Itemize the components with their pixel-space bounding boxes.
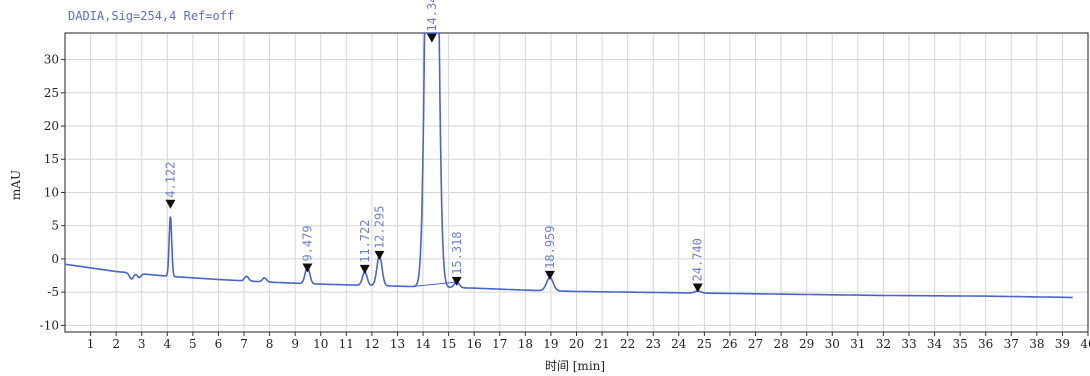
x-tick-label: 20 — [569, 337, 584, 351]
x-tick-label: 13 — [390, 337, 405, 351]
x-tick-label: 24 — [671, 337, 687, 351]
grid — [65, 33, 1089, 332]
peak-marker — [426, 33, 437, 43]
x-tick-label: 1 — [87, 337, 95, 351]
peak-marker — [165, 199, 176, 209]
y-tick-label: 0 — [51, 252, 59, 266]
x-tick-label: 11 — [339, 337, 354, 351]
x-tick-label: 22 — [620, 337, 635, 351]
y-tick-label: 30 — [44, 53, 59, 67]
x-tick-label: 18 — [518, 337, 533, 351]
x-tick-label: 38 — [1029, 337, 1044, 351]
axes: 1 2 3 4 5 6 7 8 9 10 11 12 13 14 15 16 17 18 19 20 21 22 23 24 2… — [40, 32, 1090, 351]
peak-marker — [544, 270, 555, 280]
y-tick-label: 10 — [44, 185, 59, 199]
y-axis-label: mAU — [9, 170, 23, 200]
peak-marker — [374, 250, 385, 260]
x-tick-label: 34 — [927, 337, 943, 351]
x-tick-label: 19 — [543, 337, 558, 351]
x-axis-label: 时间 [min] — [545, 359, 605, 373]
peak-label: 14.345 — [425, 0, 439, 32]
x-tick-label: 21 — [594, 337, 609, 351]
peak-marker — [359, 264, 370, 274]
x-tick-label: 26 — [722, 337, 737, 351]
x-tick-label: 7 — [240, 337, 248, 351]
x-tick-label: 27 — [748, 337, 763, 351]
y-tick-label: -10 — [40, 318, 59, 332]
x-tick-label: 25 — [697, 337, 712, 351]
peak-label: 24.740 — [691, 238, 705, 281]
x-tick-label: 33 — [901, 337, 916, 351]
peak-marker — [451, 276, 462, 286]
x-tick-label: 23 — [646, 337, 661, 351]
x-tick-label: 31 — [850, 337, 865, 351]
x-tick-label: 28 — [773, 337, 788, 351]
x-tick-label: 4 — [163, 337, 171, 351]
x-tick-label: 10 — [313, 337, 328, 351]
peak-label: 9.479 — [300, 225, 314, 261]
y-tick-label: 20 — [44, 119, 59, 133]
chart-title: DADIA,Sig=254,4 Ref=off — [68, 9, 234, 23]
peak-label: 12.295 — [372, 206, 386, 249]
x-tick-label: 9 — [291, 337, 299, 351]
x-tick-label: 36 — [978, 337, 993, 351]
peak-label-layer: 4.122 9.479 11.722 12.295 14.345 15.318 18.959… — [163, 0, 705, 293]
x-tick-label: 16 — [467, 337, 482, 351]
signal-trace — [64, 32, 1073, 299]
y-tick-label: -5 — [47, 285, 59, 299]
plot-frame — [64, 32, 1089, 333]
x-tick-label: 5 — [189, 337, 197, 351]
x-tick-label: 15 — [441, 337, 456, 351]
peak-marker — [302, 263, 313, 273]
x-tick-label: 39 — [1055, 337, 1070, 351]
x-tick-label: 3 — [138, 337, 146, 351]
peak-marker — [692, 283, 703, 293]
peak-label: 18.959 — [543, 225, 557, 268]
x-tick-label: 29 — [799, 337, 814, 351]
peak-label: 15.318 — [450, 231, 464, 274]
x-tick-label: 17 — [492, 337, 507, 351]
integration-baseline — [412, 281, 459, 288]
x-tick-label: 35 — [952, 337, 967, 351]
x-tick-label: 12 — [364, 337, 379, 351]
x-tick-label: 2 — [112, 337, 120, 351]
series-layer — [64, 32, 1073, 299]
x-tick-label: 40 — [1080, 337, 1090, 351]
x-tick-label: 32 — [876, 337, 891, 351]
x-tick-label: 8 — [266, 337, 274, 351]
y-tick-label: 25 — [44, 86, 59, 100]
peak-label: 4.122 — [163, 162, 177, 198]
x-tick-label: 6 — [215, 337, 223, 351]
y-tick-label: 15 — [44, 152, 59, 166]
y-tick-label: 5 — [51, 219, 59, 233]
x-tick-label: 37 — [1004, 337, 1019, 351]
x-tick-label: 30 — [825, 337, 840, 351]
peak-label: 11.722 — [358, 220, 372, 263]
x-tick-label: 14 — [415, 337, 431, 351]
